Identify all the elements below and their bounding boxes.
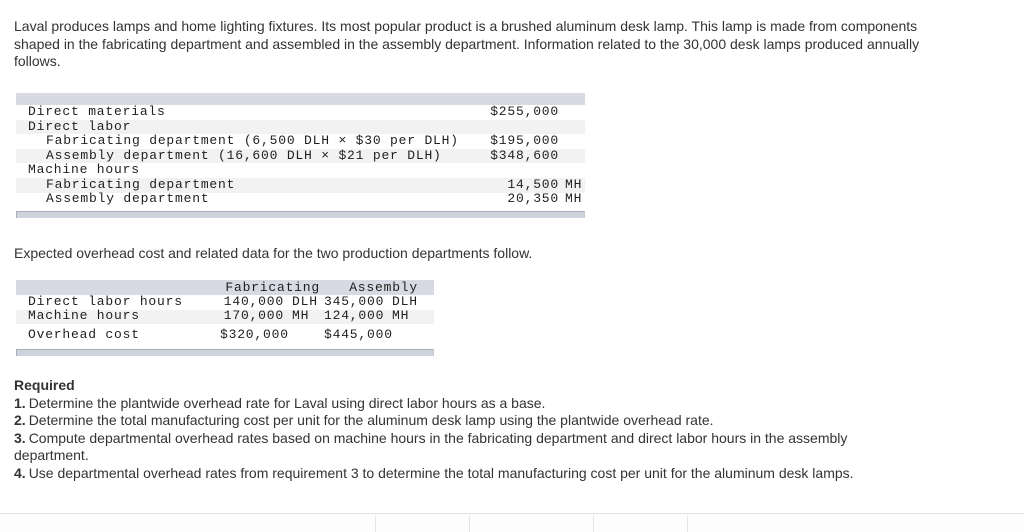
- table-row: Direct labor hours 140,000 DLH 345,000 D…: [16, 293, 434, 310]
- overhead-note: Expected overhead cost and related data …: [14, 245, 533, 261]
- intro-paragraph: Laval produces lamps and home lighting f…: [14, 18, 920, 69]
- item-number: 4.: [14, 464, 26, 481]
- item-text: Use departmental overhead rates from req…: [28, 464, 854, 481]
- row-label: Assembly department (16,600 DLH × $21 pe…: [46, 148, 442, 163]
- row-label: Assembly department: [46, 192, 210, 207]
- production-table-body: Direct materials $255,000 Direct labor F…: [16, 103, 585, 208]
- column-header-fabricating: Fabricating: [225, 280, 320, 295]
- row-unit: MH: [565, 191, 583, 207]
- item-text: Determine the total manufacturing cost p…: [28, 412, 714, 428]
- column-header-assembly: Assembly: [349, 280, 418, 295]
- row-unit: MH: [565, 176, 583, 192]
- required-item-4: 4. Use departmental overhead rates from r…: [14, 465, 898, 483]
- row-label: Fabricating department (6,500 DLH × $30 …: [46, 134, 459, 149]
- fabricating-unit: DLH: [292, 293, 318, 309]
- item-number: 2.: [14, 412, 26, 428]
- row-amount: $255,000: [490, 103, 559, 119]
- item-number: 1.: [14, 394, 26, 411]
- horizontal-scrollbar[interactable]: [16, 211, 585, 219]
- row-label: Overhead cost: [28, 326, 140, 342]
- table-row: Direct materials $255,000: [16, 103, 585, 120]
- row-amount: $195,000: [490, 133, 559, 149]
- table-row: Fabricating department 14,500 MH: [16, 176, 585, 193]
- assembly-amount: 345,000: [324, 293, 385, 309]
- table-row: Overhead cost $320,000 $445,000: [16, 326, 434, 343]
- item-number: 3.: [14, 429, 26, 446]
- item-text: Determine the plantwide overhead rate fo…: [28, 394, 546, 411]
- assembly-unit: MH: [392, 308, 410, 324]
- required-item-2: 2. Determine the total manufacturing cost…: [14, 412, 898, 430]
- assembly-amount: 124,000: [324, 308, 385, 324]
- header-spacer: [16, 280, 216, 295]
- table-header-bar: [16, 93, 585, 105]
- assembly-amount: $445,000: [324, 326, 393, 342]
- required-heading: Required: [14, 377, 75, 393]
- row-label: Direct labor hours: [28, 293, 183, 309]
- row-label: Machine hours: [28, 308, 140, 324]
- item-text: Compute departmental overhead rates base…: [14, 429, 848, 464]
- table-row: Machine hours: [16, 163, 585, 178]
- table-row: Assembly department 20,350 MH: [16, 191, 585, 208]
- table-header-row: Fabricating Assembly: [16, 280, 434, 295]
- row-amount: $348,600: [490, 147, 559, 163]
- row-label: Direct labor: [28, 119, 132, 134]
- production-data-table: Direct materials $255,000 Direct labor F…: [16, 93, 585, 219]
- answer-grid-cutoff: [0, 513, 1024, 532]
- assembly-unit: DLH: [392, 293, 418, 309]
- fabricating-amount: 140,000: [223, 293, 284, 309]
- fabricating-amount: 170,000: [223, 308, 284, 324]
- required-item-3: 3. Compute departmental overhead rates ba…: [14, 430, 898, 465]
- row-amount: 14,500: [507, 176, 559, 192]
- grid-divider: [593, 515, 594, 532]
- fabricating-amount: $320,000: [220, 326, 289, 342]
- fabricating-unit: MH: [292, 308, 310, 324]
- table-row: Assembly department (16,600 DLH × $21 pe…: [16, 147, 585, 164]
- required-section: Required 1. Determine the plantwide overh…: [14, 377, 898, 482]
- horizontal-scrollbar[interactable]: [16, 348, 434, 356]
- table-row: Machine hours 170,000 MH 124,000 MH: [16, 308, 434, 324]
- row-amount: 20,350: [507, 191, 559, 207]
- grid-divider: [375, 515, 376, 532]
- required-item-1: 1. Determine the plantwide overhead rate …: [14, 395, 898, 413]
- grid-divider: [687, 515, 688, 532]
- table-row: Fabricating department (6,500 DLH × $30 …: [16, 133, 585, 149]
- row-label: Direct materials: [28, 104, 166, 119]
- row-label: Fabricating department: [46, 177, 236, 192]
- row-label: Machine hours: [28, 163, 140, 178]
- table-row: Direct labor: [16, 120, 585, 135]
- department-data-table: Fabricating Assembly Direct labor hours …: [16, 280, 434, 356]
- grid-divider: [469, 515, 470, 532]
